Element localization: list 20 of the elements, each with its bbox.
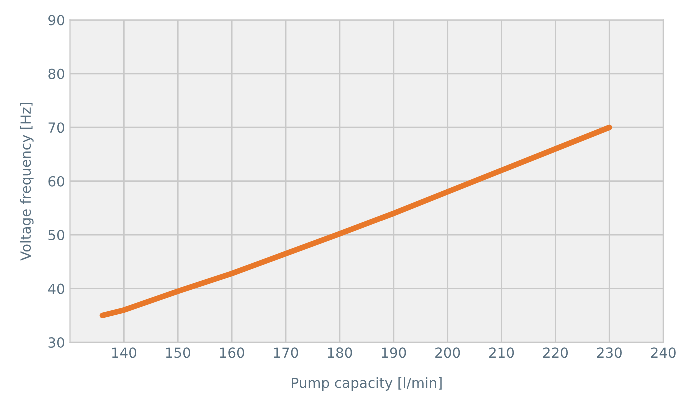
y-tick-label: 80	[48, 68, 64, 80]
x-tick-label: 240	[651, 348, 676, 358]
x-tick-label: 180	[328, 348, 352, 358]
y-tick-label: 70	[48, 122, 64, 134]
x-tick-label: 220	[543, 348, 568, 358]
x-axis-title: Pump capacity [l/min]	[292, 378, 442, 391]
x-tick-label: 170	[274, 348, 298, 358]
y-axis-title: Voltage frequency [Hz]	[20, 102, 34, 261]
x-tick-label: 190	[382, 348, 406, 358]
y-tick-label: 50	[48, 230, 64, 241]
x-tick-label: 160	[220, 348, 244, 358]
y-tick-label: 40	[48, 284, 64, 294]
y-tick-label: 90	[48, 15, 64, 26]
y-tick-label: 30	[48, 338, 64, 348]
x-tick-label: 210	[490, 348, 514, 358]
x-tick-label: 150	[166, 348, 190, 358]
x-tick-label: 230	[597, 348, 622, 358]
x-tick-label: 140	[112, 348, 137, 358]
x-tick-label: 200	[436, 348, 460, 358]
y-tick-label: 60	[48, 176, 64, 187]
